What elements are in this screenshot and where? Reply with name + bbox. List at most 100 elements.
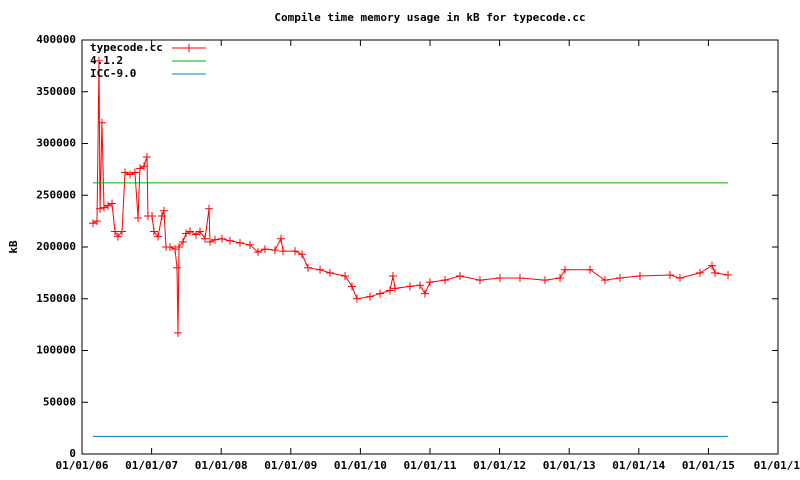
point — [96, 204, 105, 213]
point — [455, 271, 464, 280]
point — [217, 234, 226, 243]
point — [260, 245, 269, 254]
plot-border — [81, 39, 779, 455]
point — [99, 203, 108, 212]
point — [104, 201, 113, 210]
chart-title: Compile time memory usage in kB for type… — [274, 11, 585, 24]
point — [200, 234, 209, 243]
point — [165, 243, 174, 251]
point — [235, 238, 244, 247]
point — [388, 271, 397, 280]
point — [341, 271, 350, 280]
point — [695, 268, 704, 277]
x-tick-label: 01/01/12 — [473, 459, 526, 472]
point — [665, 270, 674, 279]
point — [121, 168, 130, 177]
point — [178, 237, 187, 246]
y-tick-label: 350000 — [36, 85, 76, 98]
x-tick-label: 01/01/14 — [612, 459, 665, 472]
point — [107, 199, 116, 208]
point — [159, 206, 168, 215]
point — [352, 294, 361, 303]
point — [211, 235, 220, 244]
point — [135, 164, 144, 173]
x-tick-label: 01/01/10 — [334, 459, 387, 472]
point — [676, 274, 685, 283]
y-tick-label: 0 — [69, 447, 76, 460]
point — [154, 232, 163, 241]
legend-marker — [185, 44, 193, 52]
y-tick-label: 250000 — [36, 188, 76, 201]
point — [143, 152, 152, 161]
point — [316, 265, 325, 274]
point — [110, 227, 119, 236]
point — [173, 328, 182, 337]
legend-label: ICC-9.0 — [90, 67, 136, 80]
y-tick-label: 100000 — [36, 344, 76, 357]
point — [635, 271, 644, 280]
y-tick-label: 400000 — [36, 33, 76, 46]
point — [225, 236, 234, 245]
point — [140, 162, 149, 171]
point — [325, 268, 334, 277]
point — [290, 247, 299, 256]
point — [586, 265, 595, 274]
point — [113, 232, 122, 241]
point — [708, 261, 717, 270]
point — [711, 268, 720, 277]
point — [561, 265, 570, 274]
point — [173, 263, 182, 272]
point — [724, 270, 733, 279]
y-tick-label: 200000 — [36, 240, 76, 253]
point — [385, 286, 394, 295]
point — [556, 274, 565, 283]
point — [347, 282, 356, 291]
legend-label: typecode.cc — [90, 41, 163, 54]
point — [426, 278, 434, 287]
y-tick-label: 50000 — [43, 395, 76, 408]
point — [148, 211, 157, 220]
point — [276, 234, 285, 243]
x-tick-label: 01/01/09 — [264, 459, 317, 472]
x-tick-label: 01/01/08 — [195, 459, 248, 472]
point — [205, 204, 214, 213]
point — [366, 292, 375, 301]
point — [441, 276, 450, 285]
x-tick-label: 01/01/13 — [543, 459, 596, 472]
y-tick-label: 150000 — [36, 292, 76, 305]
series-line — [92, 60, 729, 333]
point — [540, 276, 549, 285]
point — [376, 289, 385, 298]
point — [600, 276, 609, 285]
x-tick-label: 01/01/07 — [125, 459, 178, 472]
point — [515, 274, 524, 283]
point — [298, 250, 307, 259]
point — [93, 217, 102, 226]
point — [130, 168, 139, 177]
point — [271, 246, 280, 255]
point — [279, 247, 288, 256]
point — [246, 240, 255, 249]
point — [303, 263, 312, 272]
point — [475, 276, 484, 285]
point — [134, 214, 143, 223]
point — [420, 289, 429, 298]
y-axis-label: kB — [7, 240, 20, 254]
x-tick-label: 01/01/1 — [754, 459, 800, 472]
point — [496, 274, 505, 283]
point — [181, 229, 190, 238]
point — [126, 170, 135, 179]
point — [175, 243, 184, 251]
point — [415, 281, 424, 290]
point — [390, 284, 399, 293]
point — [97, 118, 106, 127]
x-tick-label: 01/01/11 — [404, 459, 457, 472]
point — [149, 227, 158, 236]
point — [205, 237, 214, 246]
y-tick-label: 300000 — [36, 137, 76, 150]
point — [94, 56, 103, 65]
legend-label: 4.1.2 — [90, 54, 123, 67]
point — [616, 274, 625, 283]
point — [170, 245, 179, 254]
